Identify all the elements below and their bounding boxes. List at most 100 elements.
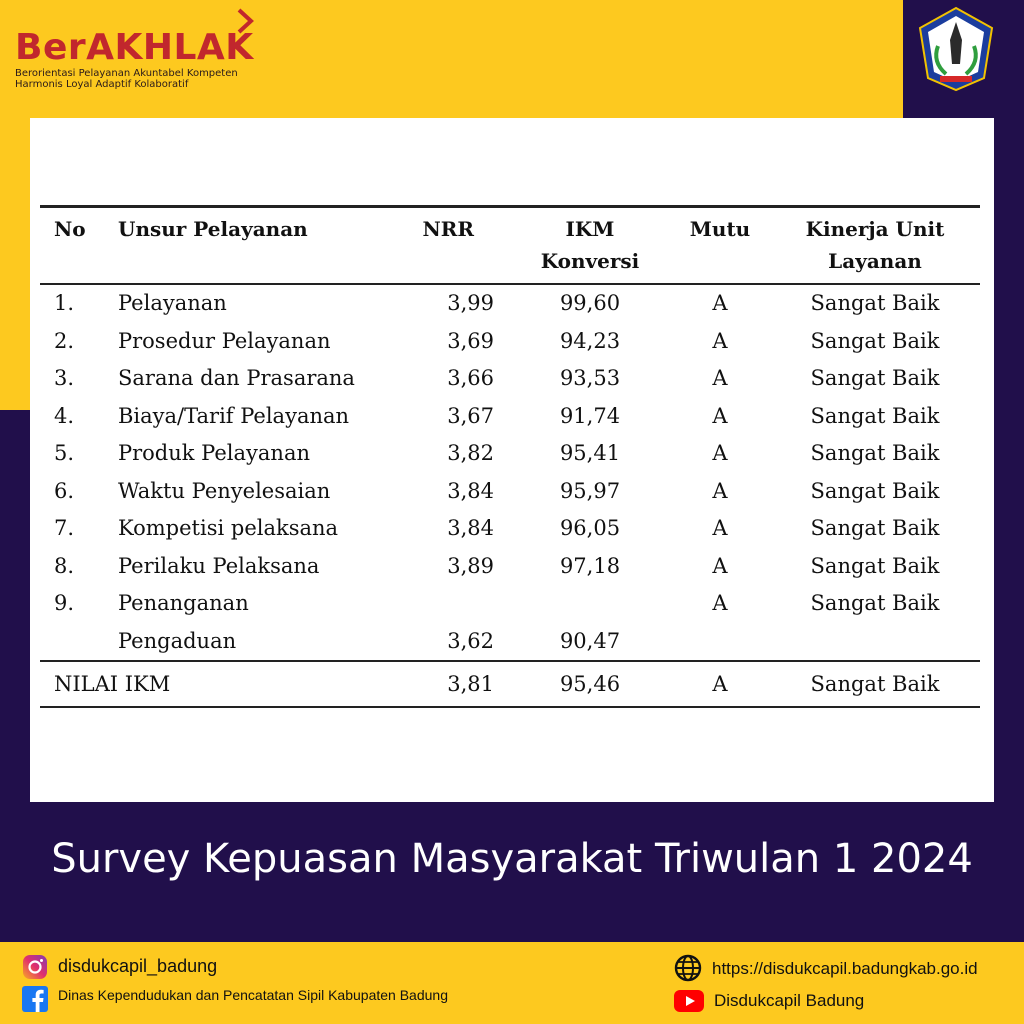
row-no: 4. (54, 403, 75, 428)
row-nrr: 3,89 (447, 553, 494, 578)
row-no: 2. (54, 328, 75, 353)
row-nrr: 3,62 (400, 585, 510, 661)
row-unsur: Pelayanan (118, 291, 227, 315)
row-unsur: Penanganan Pengaduan (110, 585, 400, 661)
row-mutu: A (712, 591, 728, 615)
instagram-link[interactable]: disdukcapil_badung (22, 954, 217, 980)
row-ikm: 96,05 (559, 516, 621, 540)
row-no: 9. (54, 591, 75, 615)
row-ikm: 95,97 (559, 478, 621, 503)
table-row: 2. Prosedur Pelayanan 3,69 94,23 A Sangat Bai… (40, 323, 980, 361)
row-mutu: A (712, 516, 728, 540)
total-nrr: 3,81 (447, 672, 494, 696)
row-kinerja: Sangat Baik (810, 553, 940, 578)
row-no: 7. (54, 516, 75, 540)
header-no: No (54, 217, 86, 241)
row-ikm: 95,41 (559, 441, 621, 465)
facebook-link[interactable]: Dinas Kependudukan dan Pencatatan Sipil … (22, 986, 482, 1012)
row-unsur: Biaya/Tarif Pelayanan (118, 403, 350, 428)
row-nrr-value: 3,62 (447, 628, 494, 653)
row-kinerja: Sangat Baik (810, 291, 940, 315)
table-row: 4. Biaya/Tarif Pelayanan 3,67 91,74 A Sangat … (40, 398, 980, 436)
youtube-link[interactable]: Disdukcapil Badung (674, 990, 864, 1012)
row-unsur-line2: Pengaduan (118, 628, 237, 653)
header-ikm-line2: Konversi (540, 249, 640, 273)
row-no: 1. (54, 291, 75, 315)
header-mutu: Mutu (689, 217, 751, 241)
row-ikm: 99,60 (559, 291, 621, 315)
row-mutu: A (712, 403, 728, 428)
row-kinerja: Sangat Baik (810, 366, 940, 390)
row-mutu: A (712, 478, 728, 503)
row-no: 3. (54, 366, 75, 390)
brand-tagline-2: Harmonis Loyal Adaptif Kolaboratif (15, 79, 189, 90)
total-mutu: A (712, 672, 728, 696)
table-row: 5. Produk Pelayanan 3,82 95,41 A Sangat Baik (40, 435, 980, 473)
header-kinerja: Kinerja Unit Layanan (770, 207, 980, 285)
row-ikm: 90,47 (510, 585, 670, 661)
row-kinerja: Sangat Baik (810, 328, 940, 353)
header-ikm-line1: IKM (565, 217, 615, 241)
table-row: 8. Perilaku Pelaksana 3,89 97,18 A Sangat Bai… (40, 548, 980, 586)
row-unsur: Prosedur Pelayanan (118, 328, 331, 353)
row-mutu: A (712, 366, 728, 390)
row-unsur-line1: Penanganan (118, 591, 249, 615)
row-nrr: 3,84 (447, 516, 494, 540)
row-kinerja: Sangat Baik (810, 516, 940, 540)
table-header-row: No Unsur Pelayanan NRR IKM Konversi Mutu… (40, 206, 980, 285)
row-nrr: 3,82 (447, 441, 494, 465)
footer: disdukcapil_badung Dinas Kependudukan da… (0, 942, 1024, 1024)
row-mutu: A (712, 328, 728, 353)
total-label: NILAI IKM (54, 672, 171, 696)
header-kinerja-line1: Kinerja Unit (805, 217, 945, 241)
website-link[interactable]: https://disdukcapil.badungkab.go.id (674, 954, 978, 982)
row-unsur: Sarana dan Prasarana (118, 366, 355, 390)
row-mutu: A (712, 553, 728, 578)
row-no: 6. (54, 478, 75, 503)
row-no: 5. (54, 441, 75, 465)
website-url: https://disdukcapil.badungkab.go.id (712, 959, 978, 978)
table-row: 3. Sarana dan Prasarana 3,66 93,53 A Sangat B… (40, 360, 980, 398)
row-nrr: 3,99 (447, 291, 494, 315)
youtube-channel: Disdukcapil Badung (714, 991, 865, 1010)
badung-regency-emblem-icon (918, 6, 994, 92)
total-row: NILAI IKM 3,81 95,46 A Sangat Baik (40, 661, 980, 707)
table-row: 1. Pelayanan 3,99 99,60 A Sangat Baik (40, 284, 980, 323)
row-nrr: 3,69 (447, 328, 494, 353)
header-nrr: NRR (422, 217, 474, 241)
row-kinerja: Sangat Baik (810, 403, 940, 428)
header-unsur: Unsur Pelayanan (118, 217, 308, 241)
row-mutu: A (712, 441, 728, 465)
row-kinerja: Sangat Baik (810, 591, 940, 615)
row-unsur: Produk Pelayanan (118, 441, 310, 465)
berakhlak-logo: BerAKHLAK Berorientasi Pelayanan Akuntab… (15, 8, 254, 90)
row-ikm: 94,23 (559, 328, 621, 353)
brand-tagline-1: Berorientasi Pelayanan Akuntabel Kompete… (15, 68, 238, 79)
table-row: 6. Waktu Penyelesaian 3,84 95,97 A Sangat Bai… (40, 473, 980, 511)
row-ikm-value: 90,47 (559, 628, 621, 653)
total-kinerja: Sangat Baik (810, 672, 940, 696)
globe-icon (674, 954, 702, 982)
row-unsur: Perilaku Pelaksana (118, 553, 320, 578)
row-ikm: 91,74 (559, 403, 621, 428)
chevron-right-icon (237, 8, 254, 34)
row-unsur: Waktu Penyelesaian (118, 478, 331, 503)
row-kinerja: Sangat Baik (810, 478, 940, 503)
row-no: 8. (54, 553, 75, 578)
row-kinerja: Sangat Baik (810, 441, 940, 465)
page-caption: Survey Kepuasan Masyarakat Triwulan 1 20… (51, 836, 973, 882)
total-ikm: 95,46 (559, 672, 621, 696)
instagram-handle: disdukcapil_badung (58, 956, 218, 976)
row-nrr: 3,67 (447, 403, 494, 428)
facebook-icon (22, 986, 48, 1012)
header-kinerja-line2: Layanan (828, 249, 922, 273)
row-unsur: Kompetisi pelaksana (118, 516, 339, 540)
row-ikm: 93,53 (559, 366, 621, 390)
table-row-9: 9. Penanganan Pengaduan 3,62 90,47 A San… (40, 585, 980, 661)
instagram-icon (23, 955, 47, 979)
brand-title: BerAKHLAK (15, 27, 254, 68)
row-ikm: 97,18 (559, 553, 621, 578)
header-ikm: IKM Konversi (510, 207, 670, 285)
row-nrr: 3,66 (447, 366, 494, 390)
facebook-page-name: Dinas Kependudukan dan Pencatatan Sipil … (58, 987, 448, 1003)
